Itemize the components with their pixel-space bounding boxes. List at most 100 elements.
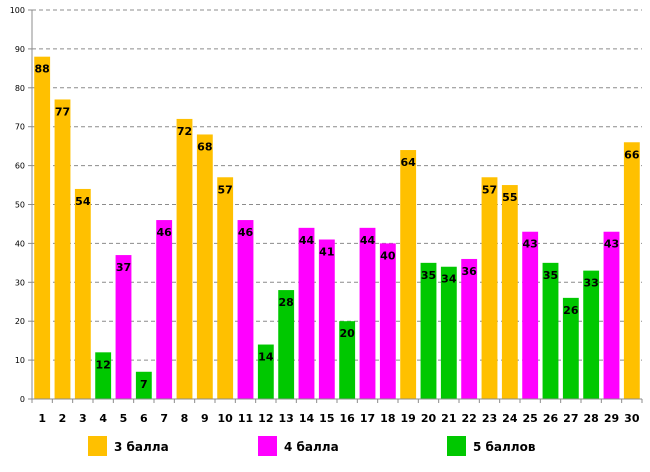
legend-item-5: 5 баллов (447, 436, 536, 456)
x-tick-label: 19 (401, 412, 416, 425)
x-tick-label: 25 (523, 412, 538, 425)
legend-swatch (447, 436, 466, 456)
bars-layer (34, 56, 640, 400)
data-label-1: 88 (35, 63, 50, 76)
bar-5 (115, 255, 132, 399)
data-label-29: 43 (604, 238, 619, 251)
data-label-15: 41 (319, 246, 334, 259)
bar-9 (196, 134, 213, 400)
x-tick-label: 1 (38, 412, 46, 425)
data-label-18: 40 (380, 249, 396, 262)
data-label-6: 7 (140, 378, 148, 391)
x-tick-label: 23 (482, 412, 497, 425)
data-label-24: 55 (502, 191, 517, 204)
x-tick-label: 3 (79, 412, 87, 425)
x-tick-label: 2 (59, 412, 67, 425)
legend-swatch (258, 436, 277, 456)
x-tick-label: 24 (502, 412, 518, 425)
data-label-4: 12 (96, 358, 111, 371)
x-tick-label: 13 (279, 412, 294, 425)
bar-6 (135, 371, 152, 399)
legend-swatch (88, 436, 107, 456)
x-tick-label: 8 (181, 412, 189, 425)
data-label-27: 26 (563, 304, 579, 317)
data-label-16: 20 (340, 327, 356, 340)
x-tick-label: 14 (299, 412, 315, 425)
x-tick-label: 11 (238, 412, 253, 425)
data-label-2: 77 (55, 105, 70, 118)
x-tick-label: 28 (584, 412, 599, 425)
x-tick-label: 5 (120, 412, 128, 425)
bar-21 (440, 266, 457, 399)
x-tick-label: 21 (441, 412, 456, 425)
bar-26 (542, 262, 559, 399)
legend-item-4: 4 балла (258, 436, 339, 456)
data-label-21: 34 (441, 273, 457, 286)
bar-23 (481, 177, 498, 399)
x-tick-label: 10 (218, 412, 234, 425)
bar-11 (237, 220, 254, 399)
bar-22 (461, 258, 478, 399)
grid-layer (32, 9, 642, 361)
bar-27 (562, 297, 579, 399)
bar-8 (176, 118, 193, 400)
y-tick-label: 100 (10, 6, 25, 15)
data-label-22: 36 (462, 265, 478, 278)
bar-13 (278, 290, 295, 399)
y-tick-label: 50 (15, 201, 25, 210)
x-tick-label: 6 (140, 412, 148, 425)
bar-29 (603, 231, 620, 399)
data-label-14: 44 (299, 234, 315, 247)
bar-25 (522, 231, 539, 399)
data-labels-layer: 88 77 54 12 37 7 46 72 68 57 46 14 28 44 41 20 44 40 64 35 3… (35, 63, 640, 391)
data-label-28: 33 (584, 277, 599, 290)
bar-19 (400, 150, 417, 399)
bar-28 (583, 270, 600, 399)
data-label-12: 14 (258, 351, 274, 364)
data-label-11: 46 (238, 226, 254, 239)
x-tick-label: 27 (563, 412, 578, 425)
bar-20 (420, 262, 437, 399)
legend: 3 балла 4 балла 5 баллов (88, 436, 536, 456)
bar-30 (623, 142, 640, 399)
bar-18 (379, 243, 396, 399)
data-label-7: 46 (157, 226, 173, 239)
legend-item-3: 3 балла (88, 436, 169, 456)
x-tick-label: 30 (624, 412, 640, 425)
data-label-3: 54 (75, 195, 91, 208)
bar-3 (74, 188, 91, 399)
x-tick-label: 12 (258, 412, 273, 425)
bar-24 (501, 185, 518, 399)
data-label-17: 44 (360, 234, 376, 247)
x-tick-label: 26 (543, 412, 559, 425)
y-tick-label: 0 (20, 395, 25, 404)
bar-16 (339, 321, 356, 399)
x-tick-label: 18 (380, 412, 395, 425)
x-tick-label: 9 (201, 412, 209, 425)
x-tick-label: 22 (462, 412, 477, 425)
y-tick-label: 90 (15, 45, 25, 54)
bar-14 (298, 227, 315, 399)
data-label-8: 72 (177, 125, 192, 138)
data-label-30: 66 (624, 148, 640, 161)
bar-4 (95, 352, 112, 399)
data-label-25: 43 (523, 238, 538, 251)
x-tick-label: 4 (99, 412, 107, 425)
y-tick-label: 70 (15, 123, 25, 132)
y-tick-label: 30 (15, 278, 25, 287)
x-tick-label: 20 (421, 412, 437, 425)
y-tick-label: 40 (15, 239, 25, 248)
y-tick-label: 80 (15, 84, 25, 93)
bar-1 (34, 56, 51, 400)
legend-label: 3 балла (114, 440, 169, 454)
bar-7 (156, 220, 173, 399)
x-tick-label: 15 (319, 412, 334, 425)
data-label-13: 28 (279, 296, 294, 309)
bar-17 (359, 227, 376, 399)
data-label-9: 68 (197, 140, 212, 153)
x-tick-label: 17 (360, 412, 375, 425)
data-label-10: 57 (218, 183, 233, 196)
bar-2 (54, 99, 71, 399)
data-label-26: 35 (543, 269, 558, 282)
